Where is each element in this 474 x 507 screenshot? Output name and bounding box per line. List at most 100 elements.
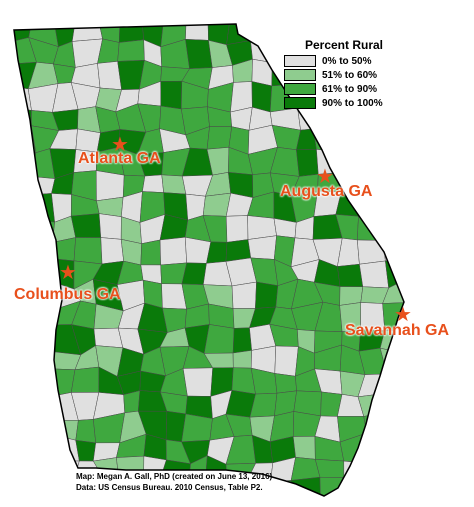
- legend-item: 61% to 90%: [284, 82, 404, 96]
- county-cell: [403, 434, 404, 464]
- county-cell: [35, 220, 55, 243]
- county-cell: [426, 350, 453, 376]
- county-cell: [118, 24, 144, 43]
- county-cell: [406, 17, 428, 42]
- legend-label: 61% to 90%: [322, 83, 378, 95]
- county-cell: [161, 174, 187, 195]
- county-cell: [407, 112, 431, 129]
- county-cell: [423, 41, 451, 68]
- county-cell: [405, 392, 430, 414]
- county-cell: [401, 37, 404, 70]
- county-cell: [203, 324, 235, 354]
- county-cell: [384, 500, 406, 507]
- county-cell: [401, 349, 404, 377]
- county-cell: [362, 478, 390, 496]
- county-cell: [403, 462, 404, 487]
- county-cell: [185, 24, 209, 41]
- county-cell: [380, 392, 404, 414]
- legend-title: Percent Rural: [304, 38, 384, 52]
- legend-swatch: [284, 83, 316, 95]
- savannah-star-icon: ★: [394, 304, 412, 326]
- county-cell: [382, 454, 404, 487]
- county-cell: [30, 323, 57, 352]
- county-cell: [33, 258, 59, 282]
- county-cell: [382, 434, 404, 465]
- augusta-star-icon: ★: [316, 166, 334, 188]
- county-cell: [426, 218, 453, 242]
- county-cell: [54, 499, 79, 507]
- county-cell: [98, 213, 122, 240]
- county-cell: [10, 503, 37, 507]
- county-cell: [340, 151, 360, 174]
- county-cell: [14, 151, 37, 177]
- county-cell: [380, 24, 404, 40]
- county-cell: [383, 240, 404, 262]
- legend-item: 0% to 50%: [284, 54, 404, 68]
- county-cell: [405, 485, 429, 499]
- county-cell: [403, 412, 404, 440]
- legend-label: 0% to 50%: [322, 55, 372, 67]
- columbus-label: Columbus GA: [14, 286, 121, 303]
- legend-swatch: [284, 97, 316, 109]
- county-cell: [92, 476, 120, 496]
- county-cell: [428, 412, 450, 439]
- county-cell: [14, 414, 33, 443]
- county-cell: [14, 261, 37, 285]
- county-cell: [185, 39, 213, 69]
- data-source: Data: US Census Bureau. 2010 Census, Tab…: [76, 483, 263, 492]
- county-cell: [431, 127, 448, 152]
- county-cell: [32, 503, 59, 507]
- county-cell: [225, 239, 252, 262]
- county-cell: [29, 434, 54, 465]
- columbus-star-icon: ★: [59, 262, 77, 284]
- county-cell: [14, 437, 34, 465]
- county-cell: [14, 367, 35, 399]
- county-cell: [363, 413, 384, 439]
- county-cell: [405, 499, 428, 507]
- county-cell: [231, 281, 257, 309]
- county-cell: [14, 239, 37, 266]
- county-cell: [14, 393, 35, 417]
- county-cell: [382, 156, 404, 179]
- county-cell: [100, 237, 124, 265]
- county-cell: [425, 174, 454, 196]
- county-cell: [403, 280, 404, 303]
- county-cell: [337, 263, 364, 287]
- county-cell: [29, 414, 54, 443]
- county-cell: [423, 20, 451, 42]
- county-cell: [160, 80, 183, 110]
- county-cell: [427, 499, 451, 507]
- county-cell: [31, 396, 54, 421]
- county-cell: [427, 482, 451, 504]
- county-cell: [382, 177, 404, 201]
- county-cell: [387, 480, 404, 496]
- county-cell: [138, 499, 164, 507]
- county-cell: [14, 481, 38, 496]
- county-cell: [381, 128, 404, 157]
- county-cell: [251, 58, 273, 87]
- savannah-label: Savannah GA: [345, 322, 450, 339]
- county-cell: [424, 282, 452, 306]
- state-outline: [13, 23, 405, 497]
- county-cell: [35, 484, 59, 496]
- county-cell: [123, 390, 141, 414]
- county-cell: [232, 327, 252, 354]
- county-cell: [426, 372, 452, 394]
- county-cell: [159, 236, 187, 266]
- county-cell: [358, 454, 390, 481]
- county-cell: [401, 67, 404, 86]
- county-cell: [14, 194, 37, 221]
- legend-item: 51% to 60%: [284, 68, 404, 82]
- county-cell: [142, 174, 164, 193]
- county-cell: [247, 235, 277, 260]
- map-credit: Map: Megan A. Gall, PhD (created on June…: [76, 472, 273, 481]
- county-cell: [379, 197, 404, 218]
- county-cell: [336, 106, 367, 133]
- county-cell: [140, 239, 161, 266]
- county-cell: [30, 303, 57, 326]
- county-cell: [292, 501, 321, 507]
- county-cell: [75, 439, 97, 462]
- county-cell: [359, 260, 389, 289]
- county-cell: [72, 476, 104, 496]
- county-cell: [381, 413, 404, 439]
